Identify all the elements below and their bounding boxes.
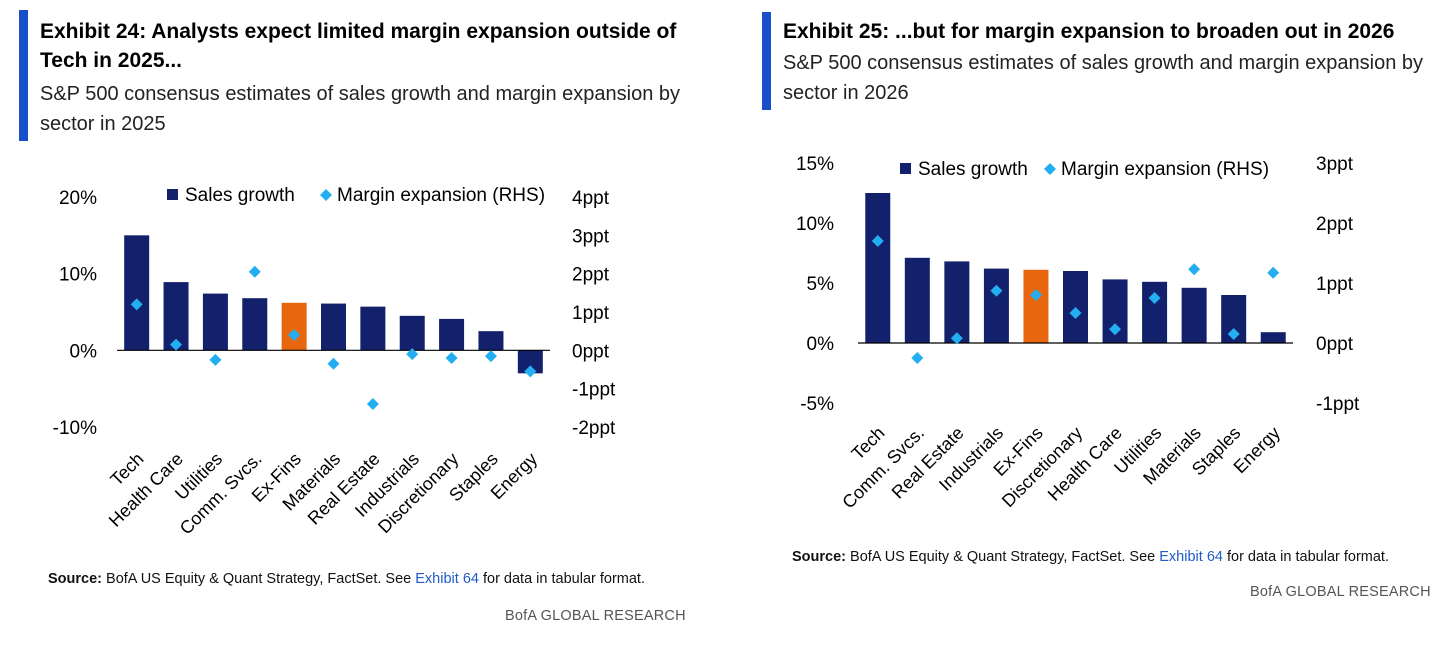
- bar-ex-fins: [1023, 269, 1049, 343]
- y-tick-label-left: -5%: [800, 394, 834, 415]
- y-tick-label-left: 0%: [70, 341, 98, 362]
- title-line-1: Exhibit 25: ...but for margin expansion …: [783, 20, 1395, 43]
- chart-exhibit-24: 20% 10% 0% -10% 4ppt 3ppt 2ppt 1ppt 0ppt -1ppt -2p…: [53, 185, 616, 538]
- source-text: BofA US Equity & Quant Strategy, FactSet…: [102, 571, 416, 587]
- subtitle-line-2: sector in 2026: [783, 82, 909, 104]
- y-tick-label-right: 1ppt: [572, 303, 610, 324]
- diamond-discretionary: [445, 352, 458, 364]
- title-line-1: Exhibit 24: Analysts expect limited marg…: [40, 20, 677, 43]
- exhibit-subtitle: S&P 500 consensus estimates of sales gro…: [40, 79, 680, 139]
- y-tick-label-right: 2ppt: [1316, 214, 1354, 235]
- y-tick-label-right: 0ppt: [1316, 334, 1354, 355]
- bar-staples: [478, 331, 504, 351]
- bar-tech: [124, 235, 150, 351]
- diamond-real-estate: [366, 398, 379, 410]
- bar-materials: [321, 303, 346, 351]
- chart-exhibit-25: 15%10%5%0%-5%3ppt2ppt1ppt0ppt-1pptTechCo…: [796, 154, 1360, 512]
- legend-swatch-margin: [320, 189, 332, 201]
- y-tick-label-left: 10%: [59, 265, 97, 286]
- legend-label-margin: Margin expansion (RHS): [337, 185, 545, 206]
- brand-label: BofA GLOBAL RESEARCH: [505, 608, 686, 624]
- y-tick-label-right: 4ppt: [572, 188, 610, 209]
- y-tick-label-right: -1ppt: [1316, 394, 1360, 415]
- bar-real-estate: [944, 261, 970, 343]
- diamond-discretionary: [1069, 307, 1082, 319]
- bar-energy: [517, 350, 543, 374]
- legend-label-margin: Margin expansion (RHS): [1061, 159, 1269, 180]
- bar-comm-svcs: [904, 257, 930, 343]
- source-tail: for data in tabular format.: [1222, 549, 1389, 565]
- exhibit-title: Exhibit 25: ...but for margin expansion …: [783, 17, 1394, 46]
- y-tick-label-left: 15%: [796, 154, 834, 175]
- bar-comm-svcs: [242, 298, 268, 351]
- diamond-comm-svcs: [248, 265, 261, 278]
- exhibit-25: Exhibit 25: ...but for margin expansion …: [740, 0, 1456, 651]
- subtitle-line-1: S&P 500 consensus estimates of sales gro…: [40, 83, 680, 105]
- diamond-ex-fins: [1029, 289, 1042, 301]
- brand-label: BofA GLOBAL RESEARCH: [1250, 584, 1431, 600]
- diamond-energy: [524, 365, 537, 378]
- diamond-tech: [130, 298, 143, 311]
- bar-ex-fins: [281, 302, 307, 351]
- diamond-materials: [327, 357, 340, 370]
- exhibit-link[interactable]: Exhibit 64: [1159, 549, 1223, 565]
- subtitle-line-2: sector in 2025: [40, 113, 166, 135]
- legend-swatch-sales: [900, 163, 911, 174]
- source-text: BofA US Equity & Quant Strategy, FactSet…: [846, 549, 1160, 565]
- y-tick-label-right: 0ppt: [572, 341, 610, 362]
- bar-utilities: [202, 293, 228, 351]
- diamond-materials: [1188, 263, 1201, 276]
- source-note: Source: BofA US Equity & Quant Strategy,…: [792, 549, 1389, 565]
- y-tick-label-right: 3ppt: [572, 226, 610, 247]
- exhibit-title: Exhibit 24: Analysts expect limited marg…: [40, 17, 676, 75]
- y-tick-label-left: 0%: [807, 334, 835, 355]
- source-note: Source: BofA US Equity & Quant Strategy,…: [48, 571, 645, 587]
- diamond-utilities: [209, 353, 222, 366]
- diamond-tech: [871, 235, 884, 247]
- bar-industrials: [983, 268, 1009, 343]
- diamond-health-care: [170, 338, 183, 351]
- legend-label-sales: Sales growth: [918, 159, 1028, 180]
- legend-swatch-margin: [1044, 163, 1056, 175]
- diamond-staples: [1227, 328, 1240, 340]
- diamond-health-care: [1109, 323, 1122, 336]
- diamond-utilities: [1148, 292, 1161, 304]
- bar-utilities: [1142, 281, 1168, 343]
- source-label: Source:: [792, 549, 846, 565]
- exhibit-link[interactable]: Exhibit 64: [415, 571, 479, 587]
- diamond-ex-fins: [288, 329, 301, 341]
- y-tick-label-right: 3ppt: [1316, 154, 1354, 175]
- legend-label-sales: Sales growth: [185, 185, 295, 206]
- diamond-energy: [1267, 266, 1280, 279]
- diamond-comm-svcs: [911, 352, 924, 364]
- source-label: Source:: [48, 571, 102, 587]
- title-line-2: Tech in 2025...: [40, 49, 183, 72]
- subtitle-line-1: S&P 500 consensus estimates of sales gro…: [783, 52, 1423, 74]
- y-tick-label-right: -2ppt: [572, 418, 616, 439]
- diamond-real-estate: [950, 332, 963, 345]
- bar-industrials: [399, 315, 425, 351]
- y-tick-label-right: 2ppt: [572, 265, 610, 286]
- y-tick-label-left: 10%: [796, 214, 834, 235]
- y-tick-label-right: -1ppt: [572, 380, 616, 401]
- diamond-industrials: [406, 348, 419, 361]
- source-tail: for data in tabular format.: [478, 571, 645, 587]
- diamond-industrials: [990, 284, 1003, 297]
- accent-bar: [19, 10, 28, 141]
- accent-bar: [762, 12, 771, 110]
- legend-swatch-sales: [167, 189, 178, 200]
- diamond-staples: [484, 350, 497, 363]
- y-tick-label-left: 20%: [59, 188, 97, 209]
- bar-discretionary: [439, 318, 465, 351]
- exhibit-24: Exhibit 24: Analysts expect limited marg…: [0, 0, 700, 651]
- bar-energy: [1260, 332, 1286, 343]
- exhibit-subtitle: S&P 500 consensus estimates of sales gro…: [783, 48, 1423, 108]
- bar-tech: [865, 193, 891, 343]
- y-tick-label-left: -10%: [53, 418, 97, 439]
- bar-real-estate: [360, 306, 386, 351]
- y-tick-label-right: 1ppt: [1316, 274, 1354, 295]
- y-tick-label-left: 5%: [807, 274, 835, 295]
- bar-materials: [1181, 287, 1207, 343]
